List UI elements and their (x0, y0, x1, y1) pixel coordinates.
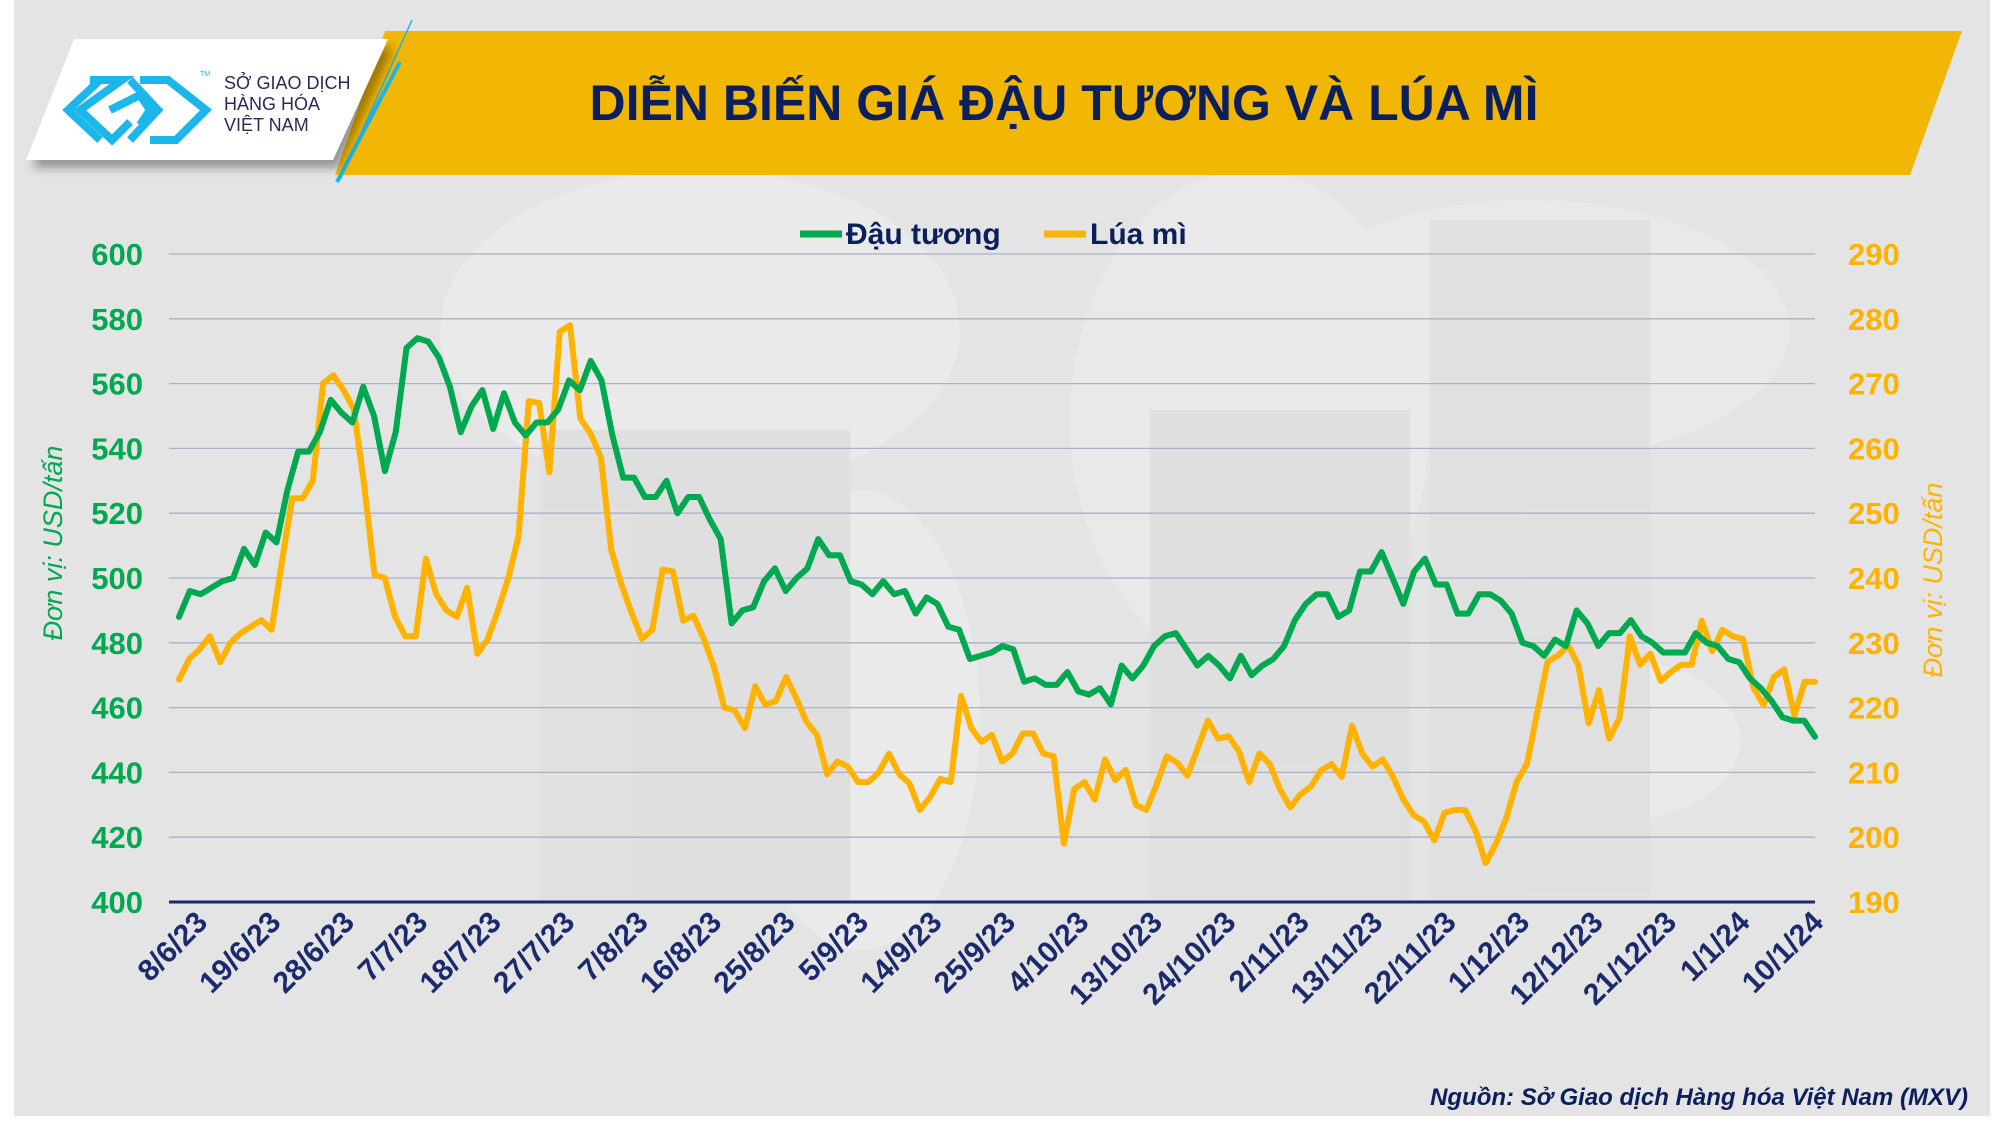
right-axis-ticks: 190 200 210 220 230 240 250 260 270 280 290 (1848, 237, 1900, 920)
title-banner (335, 31, 1962, 175)
left-tick-label: 500 (91, 561, 143, 596)
logo-mark (62, 76, 213, 146)
right-tick-label: 230 (1848, 626, 1900, 661)
left-tick-label: 540 (91, 431, 143, 466)
logo-line-3: VIỆT NAM (224, 115, 309, 135)
right-tick-label: 280 (1848, 302, 1900, 337)
legend: Đậu tương Lúa mì (800, 218, 1187, 251)
logo-line-2: HÀNG HÓA (224, 93, 320, 114)
legend-label-wheat: Lúa mì (1090, 218, 1187, 251)
right-tick-label: 190 (1848, 885, 1900, 920)
left-tick-label: 480 (91, 626, 143, 661)
left-tick-label: 580 (91, 302, 143, 337)
left-tick-label: 420 (91, 820, 143, 855)
right-tick-label: 210 (1848, 755, 1900, 790)
left-tick-label: 600 (91, 237, 143, 272)
panel-background (14, 0, 1990, 1116)
right-tick-label: 270 (1848, 367, 1900, 402)
banner-accent-line (335, 61, 402, 183)
series-lines (176, 322, 1818, 867)
source-note: Nguồn: Sở Giao dịch Hàng hóa Việt Nam (M… (1430, 1084, 1968, 1111)
right-tick-label: 240 (1848, 561, 1900, 596)
left-tick-label: 400 (91, 885, 143, 920)
left-tick-label: 560 (91, 367, 143, 402)
right-tick-label: 290 (1848, 237, 1900, 272)
right-tick-label: 200 (1848, 820, 1900, 855)
logo-line-1: SỞ GIAO DỊCH (224, 72, 350, 93)
logo: TM SỞ GIAO DỊCH HÀNG HÓA VIỆT NAM (26, 39, 388, 160)
chart-title: DIỄN BIẾN GIÁ ĐẬU TƯƠNG VÀ LÚA MÌ (590, 75, 1539, 131)
world-map-watermark (440, 170, 1790, 950)
right-tick-label: 250 (1848, 496, 1900, 531)
left-axis-ticks: 400 420 440 460 480 500 520 540 560 580 600 (91, 237, 143, 920)
wheat-line (176, 322, 1818, 867)
logo-card (26, 39, 388, 160)
right-tick-label: 260 (1848, 431, 1900, 466)
legend-label-soybean: Đậu tương (846, 218, 1001, 251)
logo-tm: TM (200, 71, 210, 78)
left-axis-label: Đơn vị: USD/tấn (38, 446, 68, 641)
left-tick-label: 460 (91, 691, 143, 726)
gridlines (169, 253, 1815, 904)
right-axis-label: Đơn vị: USD/tấn (1918, 483, 1948, 678)
left-tick-label: 440 (91, 755, 143, 790)
right-tick-label: 220 (1848, 691, 1900, 726)
left-tick-label: 520 (91, 496, 143, 531)
soybean-line (176, 335, 1818, 740)
